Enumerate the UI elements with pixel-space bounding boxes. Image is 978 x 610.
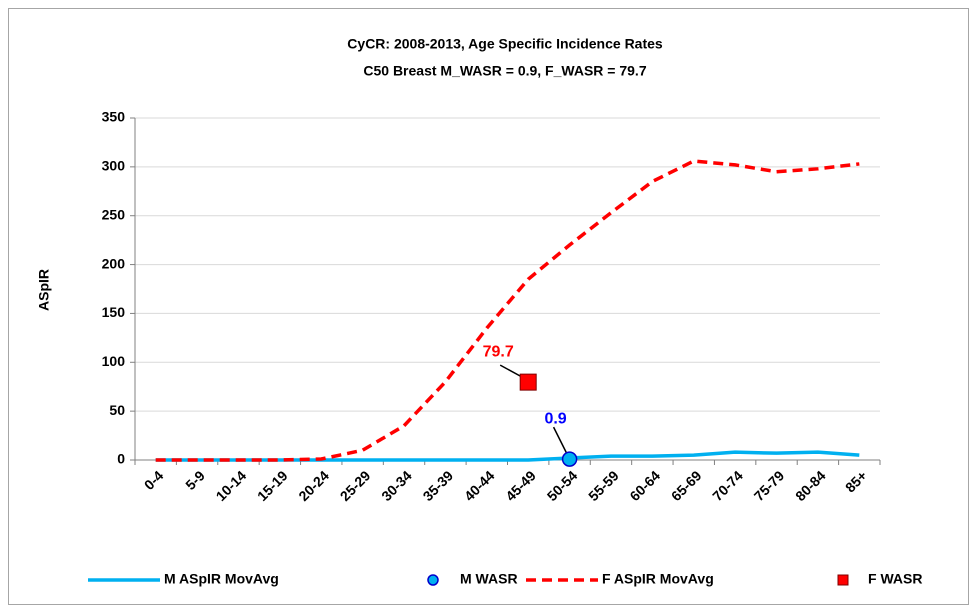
label-leader <box>499 364 523 378</box>
legend-label: F ASpIR MovAvg <box>602 571 714 587</box>
chart-title: CyCR: 2008-2013, Age Specific Incidence … <box>347 36 663 52</box>
marker <box>561 451 578 467</box>
legend-label: F WASR <box>868 571 922 587</box>
y-tick-label: 50 <box>109 402 125 418</box>
data-label: 79.7 <box>483 343 514 360</box>
legend-label: M WASR <box>460 571 518 587</box>
data-label: 0.9 <box>544 410 566 427</box>
marker <box>519 373 537 391</box>
y-tick-label: 250 <box>102 206 126 222</box>
line-series <box>155 159 860 462</box>
chart-subtitle: C50 Breast M_WASR = 0.9, F_WASR = 79.7 <box>363 63 646 79</box>
y-tick-label: 350 <box>102 109 126 125</box>
y-tick-label: 100 <box>102 353 126 369</box>
y-tick-label: 0 <box>117 451 125 467</box>
legend-label: M ASpIR MovAvg <box>164 571 279 587</box>
y-axis-label: ASpIR <box>36 269 52 311</box>
legend-swatch <box>837 574 849 586</box>
y-tick-label: 300 <box>102 158 126 174</box>
y-tick-label: 200 <box>102 255 126 271</box>
label-leader <box>552 426 568 454</box>
y-tick-label: 150 <box>102 304 126 320</box>
chart-border <box>8 8 969 605</box>
legend-swatch <box>427 574 439 586</box>
